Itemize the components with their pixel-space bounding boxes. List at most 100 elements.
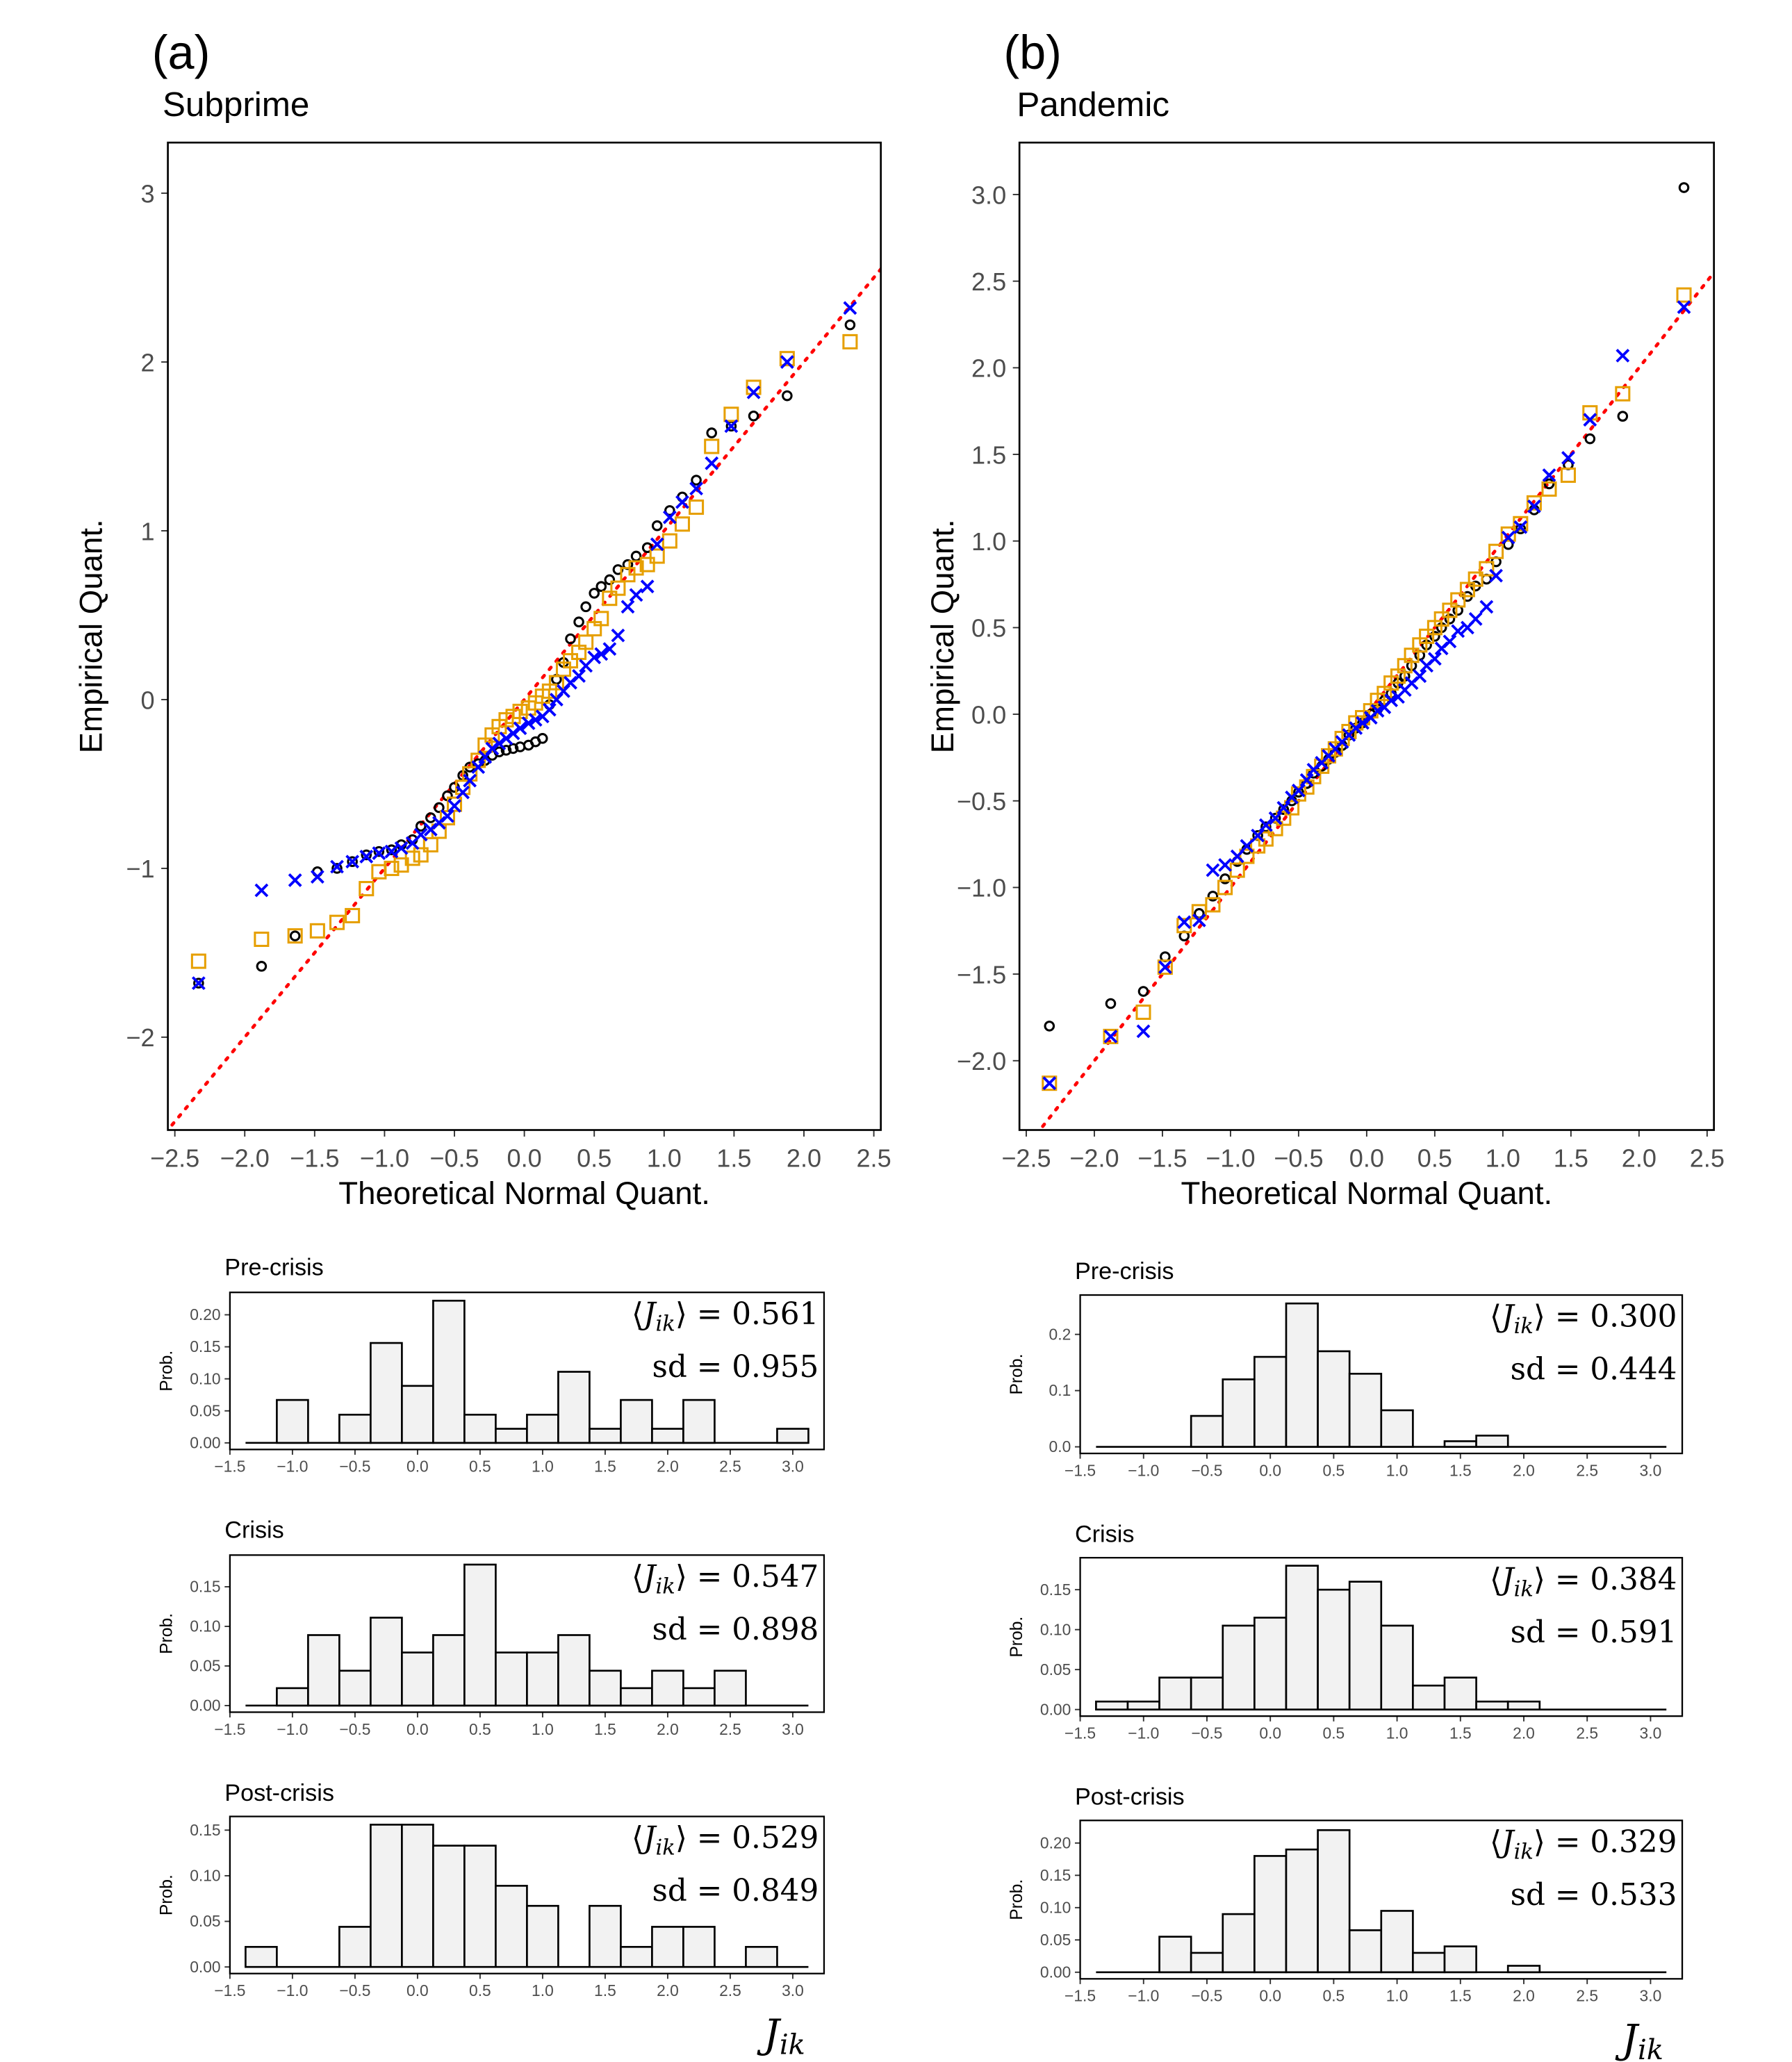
data-point xyxy=(594,647,609,661)
series-crisis xyxy=(190,333,858,969)
histogram-bar xyxy=(1285,1302,1319,1448)
data-point xyxy=(1230,849,1244,864)
data-point xyxy=(724,419,739,434)
qq-panel-pandemic: (b) Pandemic −2.5 −2.0 −1.5 −1.0 −0.5 0.0 0.5 1.0… xyxy=(925,26,1725,1211)
y-tick-label: 0.05 xyxy=(1040,1931,1071,1949)
plot-frame xyxy=(1079,1820,1684,1980)
histogram-bar xyxy=(1506,1700,1541,1710)
x-tick-label: 1.0 xyxy=(1386,1987,1408,2005)
x-tick-label: 0.5 xyxy=(1323,1987,1345,2005)
histogram-bar xyxy=(682,1926,716,1968)
data-point xyxy=(1276,800,1291,815)
x-tick-label: 0.0 xyxy=(1259,1987,1281,2005)
y-tick-label: 0.15 xyxy=(190,1821,220,1839)
sd-annotation: sd = 0.533 xyxy=(1511,1877,1677,1913)
data-point xyxy=(254,931,270,947)
histogram-bar xyxy=(620,1945,653,1968)
y-tick-label: 0.5 xyxy=(971,614,1006,643)
data-point xyxy=(562,653,579,669)
data-point xyxy=(1217,880,1233,896)
x-tick-label: 0.5 xyxy=(1323,1724,1345,1742)
plot-frame xyxy=(1079,1294,1684,1455)
y-axis-label: Prob. xyxy=(157,1874,176,1915)
histogram-bar xyxy=(526,1904,559,1968)
data-point xyxy=(1278,804,1290,816)
data-point xyxy=(485,741,500,756)
data-point xyxy=(1268,811,1283,825)
y-axis-label: Prob. xyxy=(157,1351,176,1392)
data-point xyxy=(330,859,344,874)
mean-annotation: ⟨Jik⟩ = 0.384 xyxy=(1490,1562,1677,1602)
x-tick-label: −0.5 xyxy=(429,1144,479,1173)
y-tick-label: 0.00 xyxy=(1040,1963,1071,1981)
data-point xyxy=(650,537,664,552)
x-axis-label: Jik xyxy=(757,2011,805,2061)
data-point xyxy=(842,333,858,349)
data-point xyxy=(1541,481,1557,497)
data-point xyxy=(651,520,663,531)
x-tick-label: −1.0 xyxy=(1206,1144,1255,1173)
data-point xyxy=(1260,821,1272,832)
data-point xyxy=(578,634,594,650)
x-tick-label: 1.5 xyxy=(594,1720,616,1738)
x-tick-label: 1.5 xyxy=(1449,1987,1472,2005)
histogram-bar xyxy=(589,1428,622,1444)
histogram-bar xyxy=(1190,1414,1224,1448)
data-point xyxy=(1218,858,1232,872)
histogram-bar xyxy=(307,1634,340,1707)
data-point xyxy=(1479,600,1494,614)
histogram-bar xyxy=(1222,1378,1256,1448)
data-point xyxy=(415,820,427,832)
histogram-bar xyxy=(401,1651,434,1707)
x-tick-label: −1.0 xyxy=(1128,1987,1159,2005)
x-tick-label: 1.0 xyxy=(532,1720,554,1738)
data-point xyxy=(611,628,625,643)
histogram-bar xyxy=(245,1945,278,1968)
data-point xyxy=(630,550,642,562)
x-tick-label: 1.0 xyxy=(532,1458,554,1476)
data-point xyxy=(471,760,486,775)
histogram-bar xyxy=(1253,1355,1288,1448)
histogram-bar xyxy=(557,1634,591,1707)
data-point xyxy=(422,836,438,852)
data-point xyxy=(705,456,719,470)
y-tick-label: −2.0 xyxy=(957,1047,1006,1075)
data-point xyxy=(649,548,665,564)
data-point xyxy=(447,799,461,813)
x-tick-label: 2.5 xyxy=(1576,1724,1598,1742)
y-tick-label: 0.10 xyxy=(190,1617,220,1635)
y-tick-label: 0.15 xyxy=(190,1578,220,1596)
x-tick-label: −1.0 xyxy=(360,1144,409,1173)
histogram-title: Post-crisis xyxy=(1075,1783,1185,1810)
data-point xyxy=(779,351,795,367)
data-point xyxy=(372,846,386,860)
data-point xyxy=(843,301,857,315)
y-tick-label: 2.5 xyxy=(971,267,1006,296)
histogram-left-crisis: Crisis −1.5 −1.0 −0.5 0.0 0.5 1.0 1.5 2.0 2.5 3.0 0… xyxy=(157,1517,825,1738)
x-tick-label: 0.0 xyxy=(1349,1144,1384,1173)
histogram-bar xyxy=(1348,1372,1383,1448)
data-point xyxy=(373,846,385,857)
y-tick-label: 0.15 xyxy=(190,1337,220,1355)
histogram-bar xyxy=(620,1687,653,1707)
data-point xyxy=(386,844,397,855)
data-point xyxy=(629,588,643,602)
x-tick-label: −0.5 xyxy=(1191,1987,1222,2005)
x-tick-label: 2.5 xyxy=(1690,1144,1725,1173)
plot-frame xyxy=(1018,141,1715,1131)
x-tick-label: 1.0 xyxy=(1386,1461,1408,1479)
histogram-bar xyxy=(1348,1581,1383,1710)
histogram-bar xyxy=(776,1428,809,1444)
x-tick-label: 2.5 xyxy=(719,1458,741,1476)
x-tick-label: 1.0 xyxy=(532,1981,554,1999)
x-tick-label: 2.0 xyxy=(1513,1987,1535,2005)
histogram-bar xyxy=(1475,1700,1509,1710)
y-tick-label: 0.00 xyxy=(190,1958,220,1976)
histogram-bar xyxy=(682,1399,716,1444)
histogram-bar xyxy=(1506,1965,1541,1974)
data-point xyxy=(1677,300,1691,314)
x-tick-label: 1.5 xyxy=(594,1981,616,1999)
data-point xyxy=(329,914,345,930)
histogram-bar xyxy=(1412,1684,1446,1710)
data-point xyxy=(513,721,527,736)
